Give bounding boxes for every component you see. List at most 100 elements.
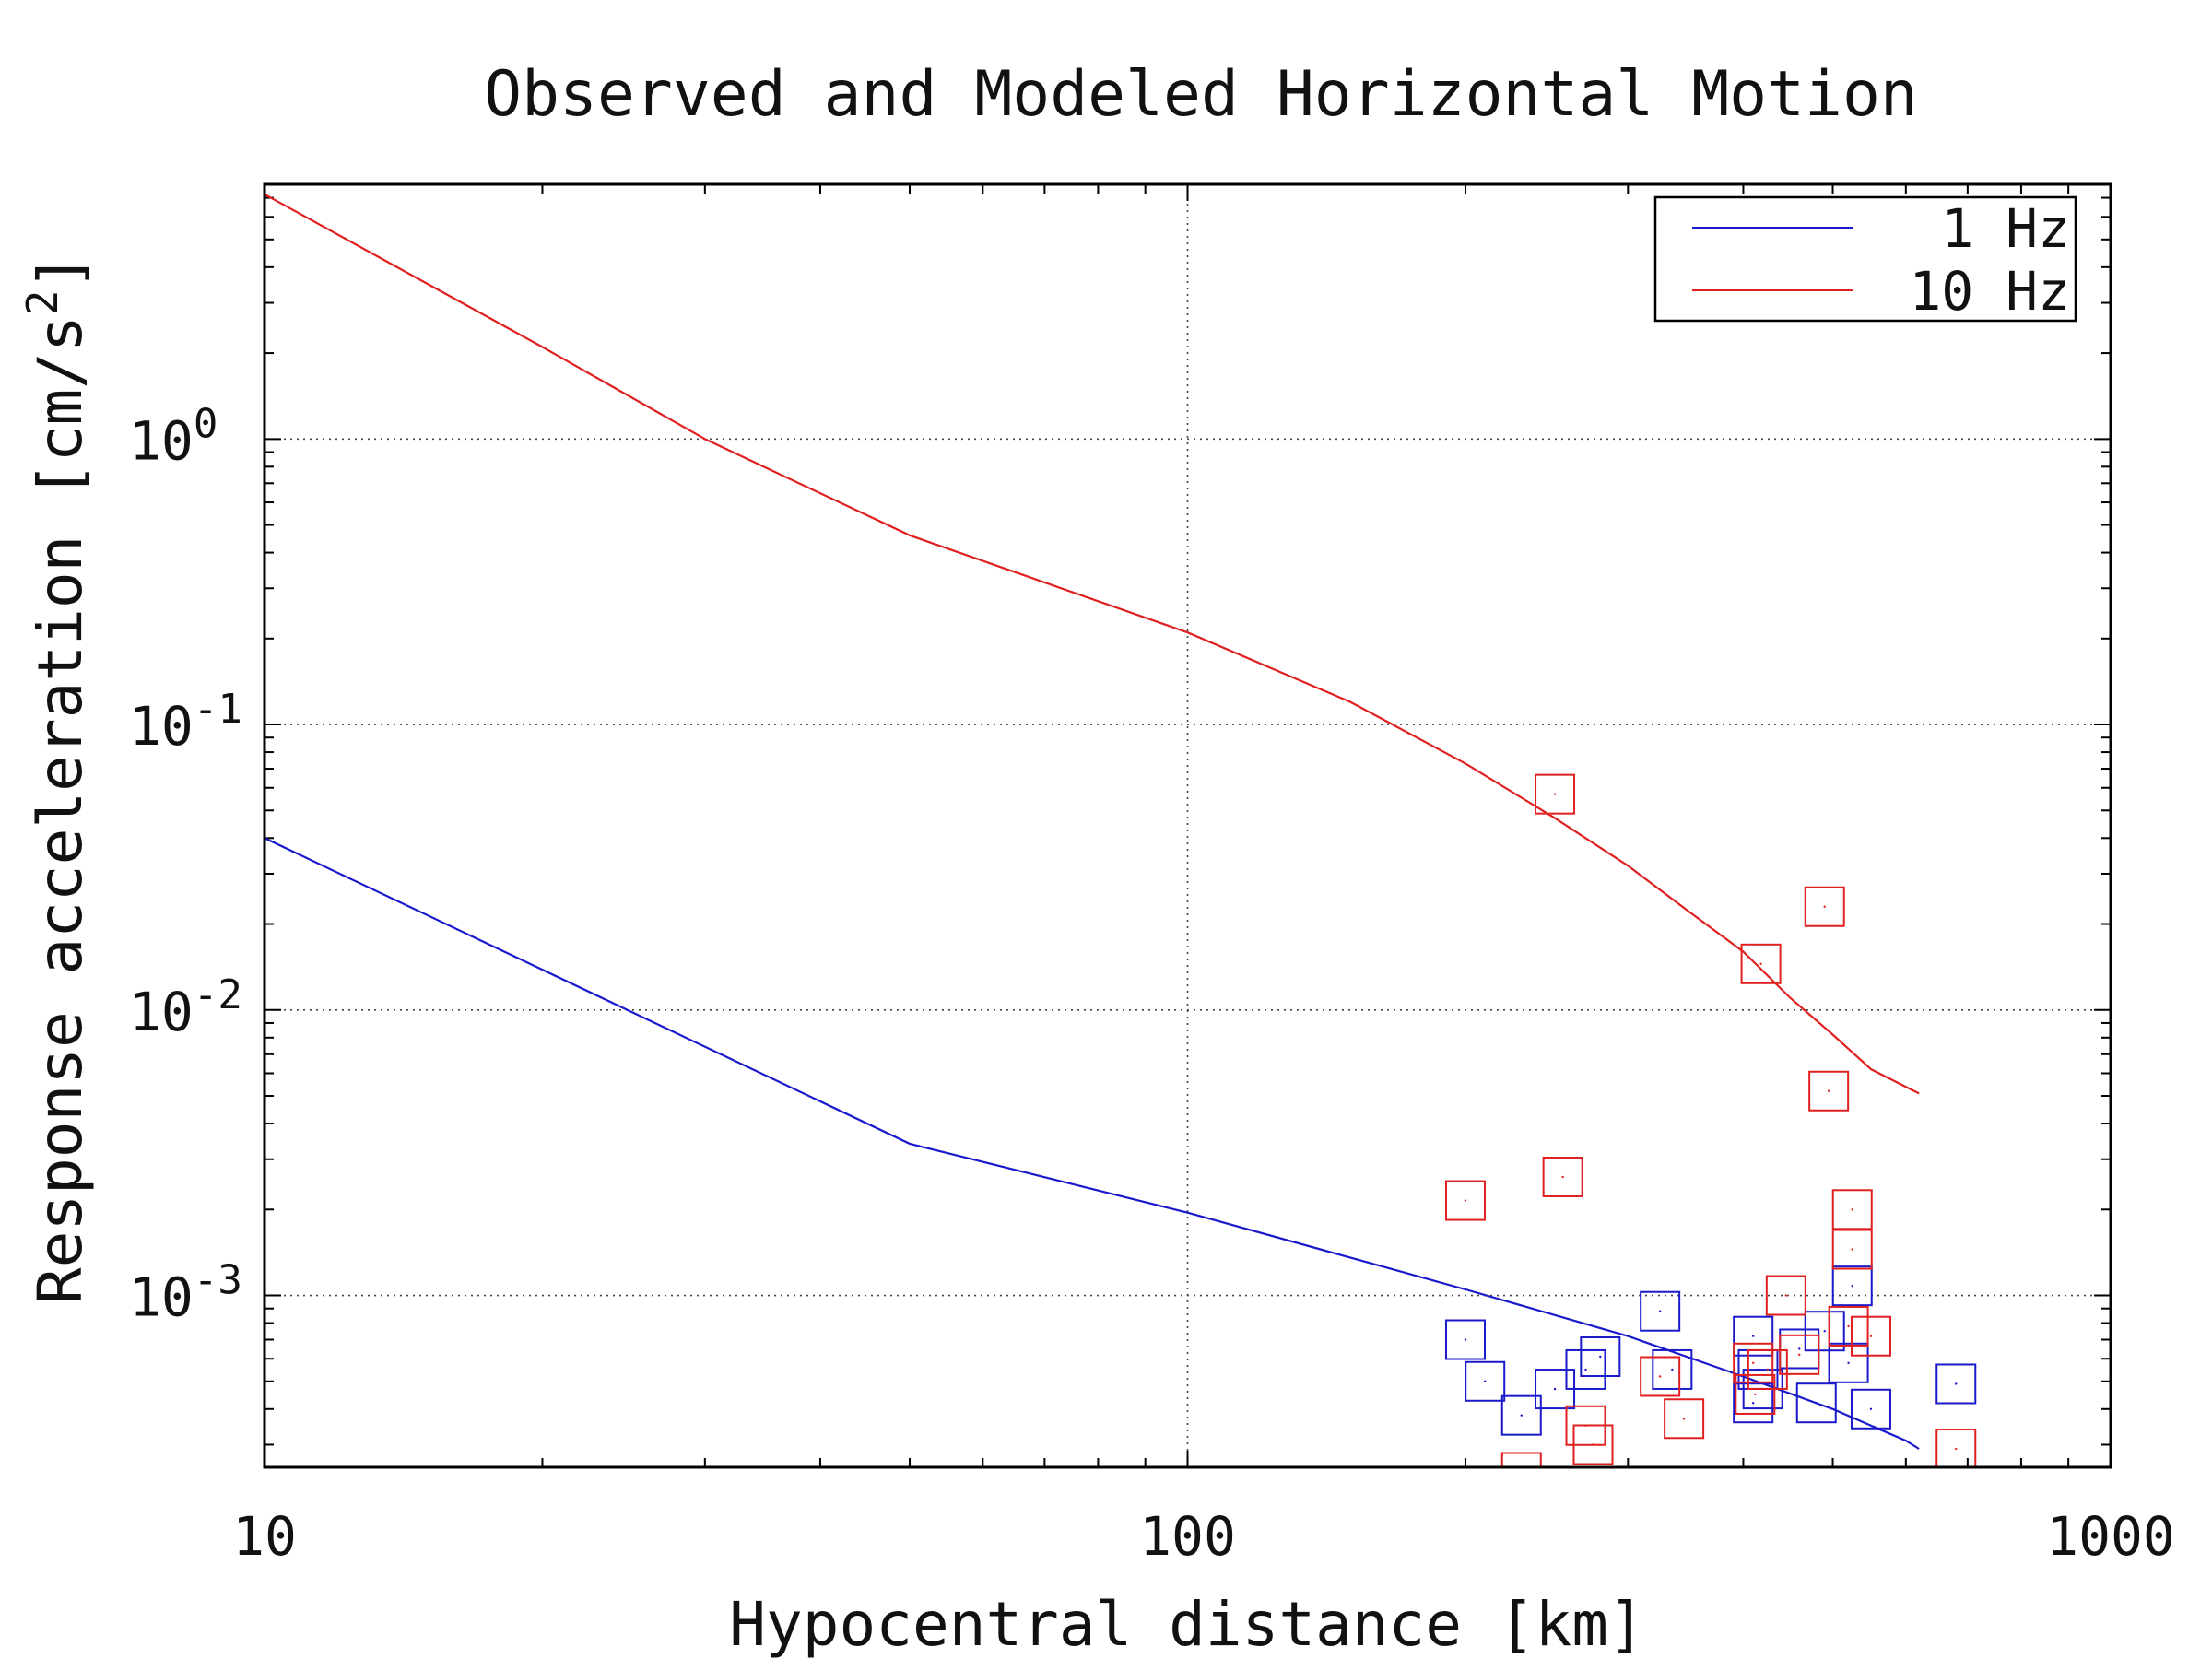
observed-marker-1hz bbox=[1936, 1363, 1977, 1405]
observed-marker-dot-1hz bbox=[1798, 1347, 1801, 1350]
observed-marker-1hz bbox=[1804, 1311, 1845, 1352]
observed-marker-dot-10hz bbox=[1869, 1335, 1873, 1337]
observed-marker-10hz bbox=[1733, 1342, 1774, 1383]
observed-marker-dot-10hz bbox=[1827, 1089, 1830, 1092]
data-series bbox=[265, 193, 1977, 1467]
observed-marker-dot-10hz bbox=[1784, 1294, 1788, 1297]
observed-marker-10hz bbox=[1747, 1348, 1788, 1390]
observed-marker-dot-1hz bbox=[1851, 1284, 1853, 1288]
observed-marker-1hz bbox=[1850, 1388, 1891, 1430]
observed-marker-10hz bbox=[1500, 1452, 1542, 1467]
grid-lines bbox=[265, 184, 2111, 1467]
observed-marker-dot-10hz bbox=[1955, 1447, 1958, 1451]
model-line-1hz bbox=[265, 837, 1920, 1450]
observed-marker-1hz bbox=[1465, 1360, 1506, 1402]
observed-marker-10hz bbox=[1664, 1398, 1705, 1440]
observed-marker-dot-1hz bbox=[1847, 1361, 1850, 1364]
legend-label-1hz: 1 Hz bbox=[1941, 197, 2070, 260]
y-axis-label-close: ] bbox=[25, 253, 96, 290]
observed-marker-10hz bbox=[1828, 1305, 1869, 1347]
legend: 1 Hz 10 Hz bbox=[1653, 195, 2077, 323]
observed-marker-10hz bbox=[1640, 1356, 1681, 1397]
observed-marker-dot-1hz bbox=[1599, 1355, 1602, 1359]
observed-marker-1hz bbox=[1500, 1394, 1542, 1436]
observed-marker-dot-10hz bbox=[1754, 1393, 1757, 1396]
y-tick-label-exponent: -3 bbox=[194, 1257, 242, 1304]
observed-marker-dot-1hz bbox=[1869, 1407, 1873, 1410]
observed-marker-10hz bbox=[1779, 1334, 1820, 1375]
observed-marker-dot-1hz bbox=[1484, 1380, 1487, 1382]
observed-marker-dot-10hz bbox=[1592, 1443, 1594, 1446]
observed-marker-dot-1hz bbox=[1520, 1414, 1523, 1417]
observed-marker-1hz bbox=[1733, 1382, 1774, 1424]
observed-marker-dot-1hz bbox=[1752, 1402, 1755, 1405]
observed-marker-dot-10hz bbox=[1798, 1353, 1801, 1357]
observed-marker-dot-1hz bbox=[1671, 1368, 1674, 1371]
observed-marker-10hz bbox=[1572, 1424, 1614, 1465]
y-tick-label-base: 10 bbox=[129, 1266, 194, 1329]
x-tick-label: 1000 bbox=[2046, 1505, 2175, 1568]
observed-marker-10hz bbox=[1735, 1373, 1776, 1415]
observed-marker-10hz bbox=[1808, 1070, 1850, 1112]
observed-marker-10hz bbox=[1765, 1275, 1806, 1316]
y-axis-label-superscript: 2 bbox=[18, 290, 67, 316]
observed-marker-1hz bbox=[1795, 1382, 1837, 1424]
chart-title: Observed and Modeled Horizontal Motion bbox=[484, 58, 1918, 131]
y-tick-label-exponent: -2 bbox=[194, 971, 242, 1018]
observed-marker-dot-10hz bbox=[1682, 1418, 1686, 1420]
y-axis-label: Response acceleration [cm/s2] bbox=[18, 253, 96, 1304]
observed-marker-dot-1hz bbox=[1815, 1402, 1818, 1405]
x-axis-label: Hypocentral distance [km] bbox=[729, 1589, 1644, 1659]
y-tick-label-base: 10 bbox=[129, 409, 194, 472]
observed-marker-dot-10hz bbox=[1658, 1375, 1662, 1378]
observed-marker-10hz bbox=[1831, 1189, 1873, 1230]
observed-marker-dot-10hz bbox=[1759, 962, 1762, 966]
observed-marker-dot-1hz bbox=[1752, 1335, 1755, 1337]
y-tick-label: 10-1 bbox=[129, 686, 242, 758]
observed-marker-dot-10hz bbox=[1553, 793, 1557, 795]
observed-marker-1hz bbox=[1652, 1348, 1693, 1390]
observed-marker-1hz bbox=[1828, 1342, 1869, 1383]
observed-marker-1hz bbox=[1565, 1348, 1606, 1390]
observed-marker-dot-1hz bbox=[1464, 1338, 1467, 1341]
observed-marker-dot-10hz bbox=[1851, 1248, 1853, 1251]
observed-marker-dot-10hz bbox=[1847, 1324, 1850, 1328]
observed-marker-dot-1hz bbox=[1553, 1387, 1557, 1391]
observed-marker-10hz bbox=[1444, 1180, 1486, 1221]
observed-marker-dot-10hz bbox=[1752, 1361, 1755, 1364]
y-tick-label: 10-2 bbox=[129, 971, 242, 1043]
observed-marker-10hz bbox=[1804, 886, 1845, 927]
plot-area-frame bbox=[263, 182, 2112, 1469]
legend-box bbox=[1653, 195, 2077, 323]
observed-marker-10hz bbox=[1740, 943, 1782, 984]
y-tick-label: 100 bbox=[129, 400, 218, 472]
observed-marker-dot-10hz bbox=[1464, 1199, 1467, 1202]
observed-marker-1hz bbox=[1580, 1336, 1621, 1378]
y-tick-label-exponent: 0 bbox=[194, 400, 218, 447]
legend-label-10hz: 10 Hz bbox=[1909, 260, 2070, 323]
x-tick-label: 10 bbox=[232, 1505, 297, 1568]
observed-marker-1hz bbox=[1733, 1315, 1774, 1357]
observed-marker-dot-10hz bbox=[1561, 1175, 1564, 1179]
x-tick-label: 100 bbox=[1139, 1505, 1236, 1568]
y-tick-label-base: 10 bbox=[129, 695, 194, 758]
observed-marker-dot-1hz bbox=[1584, 1368, 1587, 1371]
observed-marker-10hz bbox=[1542, 1156, 1583, 1197]
y-tick-label: 10-3 bbox=[129, 1257, 242, 1329]
observed-marker-dot-1hz bbox=[1823, 1330, 1826, 1333]
observed-marker-10hz bbox=[1535, 773, 1576, 815]
observed-marker-dot-1hz bbox=[1658, 1310, 1662, 1312]
y-tick-label-base: 10 bbox=[129, 981, 194, 1043]
y-tick-label-exponent: -1 bbox=[194, 686, 242, 733]
model-line-10hz bbox=[265, 193, 1920, 1095]
observed-marker-10hz bbox=[1936, 1429, 1977, 1467]
observed-marker-dot-1hz bbox=[1955, 1382, 1958, 1385]
observed-marker-10hz bbox=[1850, 1315, 1891, 1357]
observed-marker-1hz bbox=[1444, 1319, 1486, 1360]
y-axis-label-text: Response acceleration [cm/s bbox=[25, 315, 96, 1304]
observed-marker-dot-10hz bbox=[1766, 1368, 1770, 1371]
observed-marker-dot-10hz bbox=[1823, 905, 1826, 908]
observed-marker-dot-10hz bbox=[1851, 1208, 1853, 1211]
